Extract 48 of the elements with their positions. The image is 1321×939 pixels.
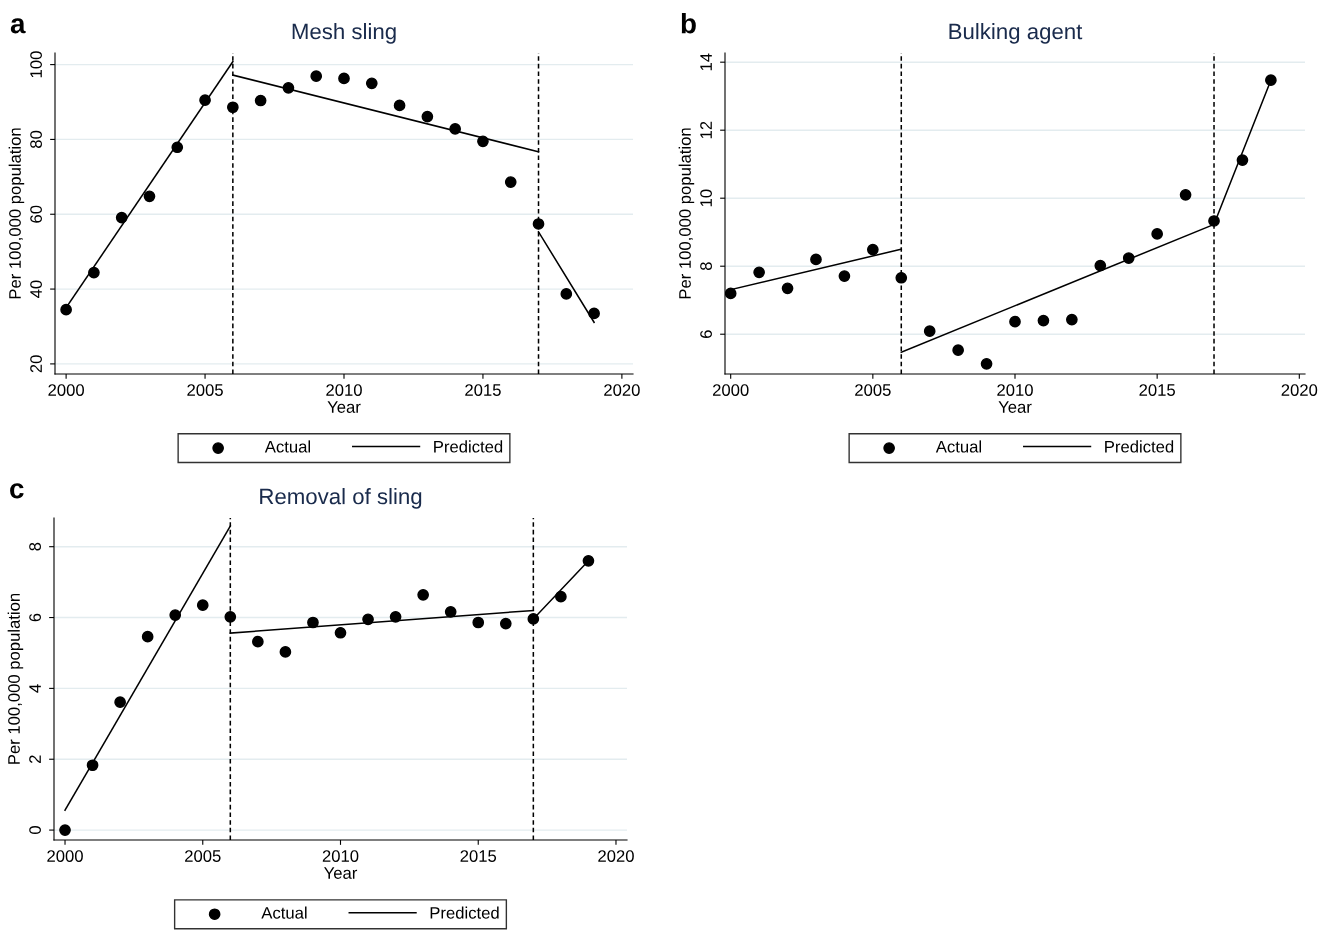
legend-label: Predicted [434,440,503,453]
x-axis-title: Year [324,867,358,879]
x-tick-label: 2000 [48,384,84,396]
legend-label: Predicted [430,906,499,919]
y-tick-label: 4 [29,684,41,693]
y-tick-label: 6 [700,330,712,338]
y-tick-label: 2 [29,755,41,764]
x-tick-label: 2020 [1281,384,1318,396]
y-tick-label: 80 [30,130,42,148]
y-tick-label: 60 [30,205,42,223]
y-tick-label: 8 [29,542,41,551]
y-axis-title: Per 100,000 population [7,593,24,764]
y-tick-label: 100 [30,51,42,78]
x-tick-label: 2015 [460,850,497,862]
y-tick-label: 8 [700,262,712,271]
y-tick-label: 0 [29,826,41,835]
x-tick-label: 2005 [187,384,223,396]
chart-title: Removal of sling [260,488,422,509]
x-tick-label: 2010 [326,384,362,396]
y-tick-label: 40 [30,280,42,298]
x-tick-label: 2000 [47,850,83,862]
chart-title: Mesh sling [292,23,396,44]
text: Actual [935,440,982,453]
text: a [10,18,26,34]
x-tick-label: 2010 [322,850,359,862]
x-tick-label: 2010 [997,384,1033,396]
y-tick-label: 20 [30,355,42,373]
text: Actual [264,440,311,453]
y-tick-label: 12 [700,121,712,139]
x-tick-label: 2020 [604,384,640,396]
x-tick-label: 2000 [712,384,749,396]
text: Actual [261,906,307,919]
y-tick-label: 14 [700,53,712,71]
x-tick-label: 2020 [598,850,634,862]
y-axis-title: Per 100,000 population [8,128,25,299]
chart-title: Bulking agent [949,23,1083,44]
x-tick-label: 2015 [1139,384,1175,396]
y-tick-label: 6 [29,613,41,622]
y-axis-title: Per 100,000 population [678,128,695,299]
text: b [681,13,696,34]
text: c [10,483,24,499]
x-tick-label: 2005 [185,850,221,862]
legend-label: Predicted [1105,440,1174,453]
x-tick-label: 2015 [465,384,501,396]
x-axis-title: Year [327,401,361,413]
x-axis-title: Year [998,401,1032,413]
y-tick-label: 10 [700,189,712,207]
x-tick-label: 2005 [855,384,891,396]
